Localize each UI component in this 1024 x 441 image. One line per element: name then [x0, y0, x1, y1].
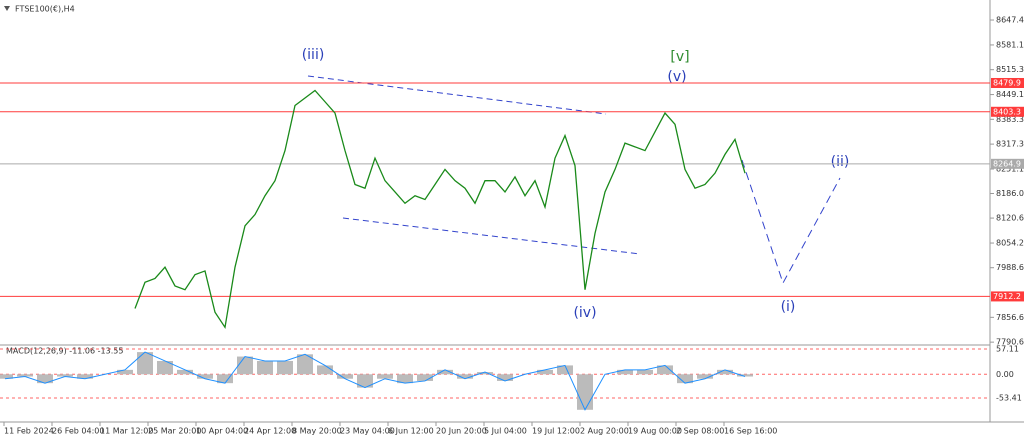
macd-histogram	[217, 374, 233, 384]
chart-title: FTSE100(€),H4	[15, 5, 75, 14]
macd-histogram	[197, 374, 213, 379]
wave-label: (v)	[667, 69, 686, 85]
x-tick-label: 8 May 20:00	[292, 427, 342, 436]
wave-label: [v]	[670, 49, 689, 65]
macd-label: MACD(12,26,9) -11.06 -13.55	[6, 347, 123, 356]
menu-icon[interactable]	[4, 6, 10, 11]
x-tick-label: 26 Feb 04:00	[52, 427, 104, 436]
macd-histogram	[717, 369, 733, 375]
wave-label: (iv)	[573, 305, 596, 321]
macd-histogram	[317, 365, 333, 375]
price-tag	[991, 158, 1024, 169]
macd-histogram	[537, 369, 553, 375]
trend-line	[307, 75, 607, 115]
y-tick-label: 7988.6	[996, 263, 1024, 272]
x-tick-label: 25 Mar 20:00	[148, 427, 201, 436]
macd-tick-label: 0.00	[996, 370, 1014, 379]
price-tag-label: 8479.9	[993, 78, 1021, 87]
macd-histogram	[257, 360, 273, 375]
y-tick-label: 8647.4	[996, 16, 1024, 25]
macd-histogram	[677, 374, 693, 384]
y-tick-label: 8251.1	[996, 165, 1024, 174]
macd-histogram	[417, 374, 433, 381]
price-tag-label: 8403.3	[993, 107, 1021, 116]
macd-histogram	[57, 374, 73, 377]
wave-label: (i)	[781, 299, 796, 315]
macd-histogram	[17, 374, 33, 377]
macd-histogram	[657, 365, 673, 375]
x-tick-label: 23 May 04:00	[340, 427, 395, 436]
y-tick-label: 7856.6	[996, 313, 1024, 322]
macd-histogram	[437, 369, 453, 375]
macd-histogram	[617, 369, 633, 375]
forecast-path	[741, 159, 841, 285]
y-tick-label: 8120.6	[996, 214, 1024, 223]
macd-histogram	[37, 374, 53, 384]
macd-histogram	[277, 360, 293, 375]
x-tick-label: 20 Jun 20:00	[436, 427, 487, 436]
x-tick-label: 16 Sep 16:00	[724, 427, 777, 436]
price-tag	[991, 291, 1024, 302]
x-tick-label: 11 Mar 12:00	[100, 427, 153, 436]
macd-histogram	[297, 354, 313, 375]
macd-histogram	[557, 365, 573, 375]
y-tick-label: 8054.2	[996, 239, 1024, 248]
price-tag-label: 8264.9	[993, 159, 1021, 168]
macd-histogram	[237, 356, 253, 375]
macd-histogram	[0, 374, 13, 379]
macd-histogram	[357, 374, 373, 388]
y-tick-label: 8515.3	[996, 65, 1024, 74]
macd-line	[4, 351, 746, 411]
price-tag	[991, 106, 1024, 117]
x-tick-label: 10 Apr 04:00	[196, 427, 248, 436]
y-tick-label: 8383.3	[996, 115, 1024, 124]
macd-histogram	[477, 372, 493, 375]
y-tick-label: 8186.0	[996, 189, 1024, 198]
macd-histogram	[377, 374, 393, 379]
macd-histogram	[137, 352, 153, 375]
macd-histogram	[157, 360, 173, 375]
x-tick-label: 6 Jun 12:00	[388, 427, 434, 436]
y-tick-label: 8317.3	[996, 140, 1024, 149]
price-tag	[991, 77, 1024, 88]
macd-tick-label: 57.11	[996, 344, 1019, 353]
price-line	[134, 89, 746, 330]
x-tick-label: 24 Apr 12:00	[244, 427, 296, 436]
x-tick-label: 19 Aug 00:00	[628, 427, 682, 436]
macd-histogram	[177, 369, 193, 375]
x-tick-label: 19 Jul 12:00	[532, 427, 580, 436]
macd-histogram	[77, 374, 93, 379]
macd-histogram	[577, 374, 593, 410]
x-tick-label: 11 Feb 2024	[4, 427, 54, 436]
macd-histogram	[117, 369, 133, 375]
x-tick-label: 2 Sep 08:00	[676, 427, 724, 436]
wave-label: (iii)	[302, 47, 325, 63]
macd-histogram	[737, 374, 753, 377]
macd-histogram	[337, 374, 353, 379]
macd-histogram	[637, 369, 653, 375]
wave-label: (ii)	[831, 154, 850, 170]
x-tick-label: 5 Jul 04:00	[484, 427, 527, 436]
macd-histogram	[457, 374, 473, 379]
macd-tick-label: -53.41	[996, 393, 1022, 402]
macd-histogram	[697, 374, 713, 379]
price-tag-label: 7912.2	[993, 292, 1021, 301]
y-tick-label: 8581.1	[996, 40, 1024, 49]
x-tick-label: 2 Aug 20:00	[580, 427, 629, 436]
y-tick-label: 8449.1	[996, 90, 1024, 99]
y-tick-label: 7790.6	[996, 338, 1024, 347]
macd-histogram	[397, 374, 413, 384]
macd-histogram	[497, 374, 513, 381]
